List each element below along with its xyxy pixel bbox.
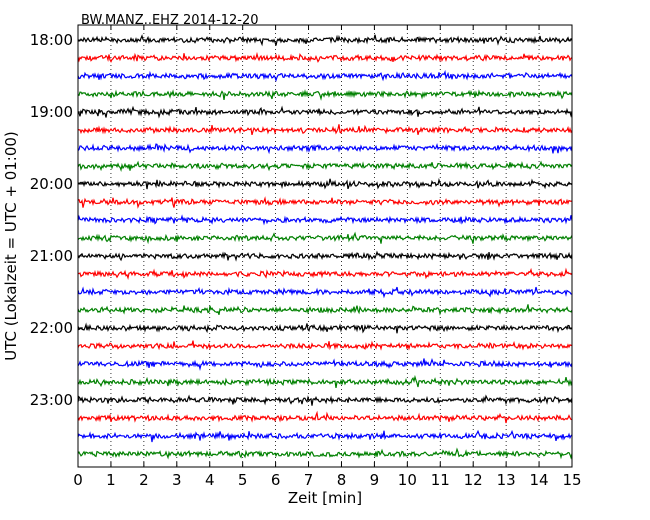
- y-tick-label: 19:00: [30, 103, 73, 121]
- trace-1845: [77, 89, 573, 101]
- trace-2245: [77, 374, 573, 388]
- trace-2215: [77, 340, 573, 351]
- x-tick-label: 3: [172, 471, 182, 489]
- trace-2330: [77, 429, 573, 443]
- x-tick-label: 15: [562, 471, 581, 489]
- trace-1815: [77, 51, 573, 63]
- trace-2015: [77, 196, 573, 209]
- y-tick-label: 20:00: [30, 175, 73, 193]
- x-tick-label: 0: [73, 471, 83, 489]
- x-tick-label: 1: [106, 471, 116, 489]
- x-tick-label: 5: [238, 471, 248, 489]
- trace-2200: [77, 322, 573, 334]
- x-tick-label: 7: [304, 471, 314, 489]
- trace-2300: [77, 394, 573, 406]
- trace-1830: [77, 69, 573, 83]
- trace-1915: [77, 124, 573, 136]
- trace-1945: [77, 160, 573, 173]
- trace-1930: [77, 142, 573, 155]
- x-tick-label: 8: [337, 471, 347, 489]
- grid-lines: [110, 25, 540, 467]
- trace-2145: [77, 304, 573, 316]
- x-tick-label: 13: [497, 471, 516, 489]
- x-tick-label: 2: [139, 471, 149, 489]
- trace-2030: [77, 214, 573, 226]
- y-axis-label: UTC (Lokalzeit = UTC + 01:00): [2, 131, 20, 361]
- x-tick-label: 12: [464, 471, 483, 489]
- y-tick-label: 22:00: [30, 319, 73, 337]
- y-tick-label: 23:00: [30, 391, 73, 409]
- x-tick-label: 9: [370, 471, 380, 489]
- chart-title: BW.MANZ..EHZ 2014-12-20: [81, 13, 259, 28]
- x-tick-label: 10: [398, 471, 417, 489]
- x-axis-ticks: 0 1 2 3 4 5 6 7 8 9 10 11 12 13 14 15: [73, 25, 582, 489]
- trace-1800: [77, 34, 573, 47]
- trace-2000: [77, 177, 573, 190]
- trace-2100: [77, 250, 573, 262]
- x-tick-label: 4: [205, 471, 215, 489]
- x-tick-label: 11: [431, 471, 450, 489]
- y-tick-label: 21:00: [30, 247, 73, 265]
- seismogram-traces: [77, 34, 573, 460]
- plot-frame: [77, 24, 573, 468]
- x-tick-label: 14: [530, 471, 549, 489]
- trace-2230: [77, 357, 573, 371]
- trace-2345: [77, 447, 573, 460]
- trace-2315: [77, 410, 573, 424]
- y-axis-ticks: 18:00 19:00 20:00 21:00 22:00 23:00: [30, 31, 572, 409]
- y-tick-label: 18:00: [30, 31, 73, 49]
- trace-2115: [77, 267, 573, 280]
- x-tick-label: 6: [271, 471, 281, 489]
- x-axis-label: Zeit [min]: [288, 489, 362, 507]
- trace-1900: [77, 105, 573, 119]
- trace-2130: [77, 286, 573, 299]
- trace-2045: [77, 231, 573, 245]
